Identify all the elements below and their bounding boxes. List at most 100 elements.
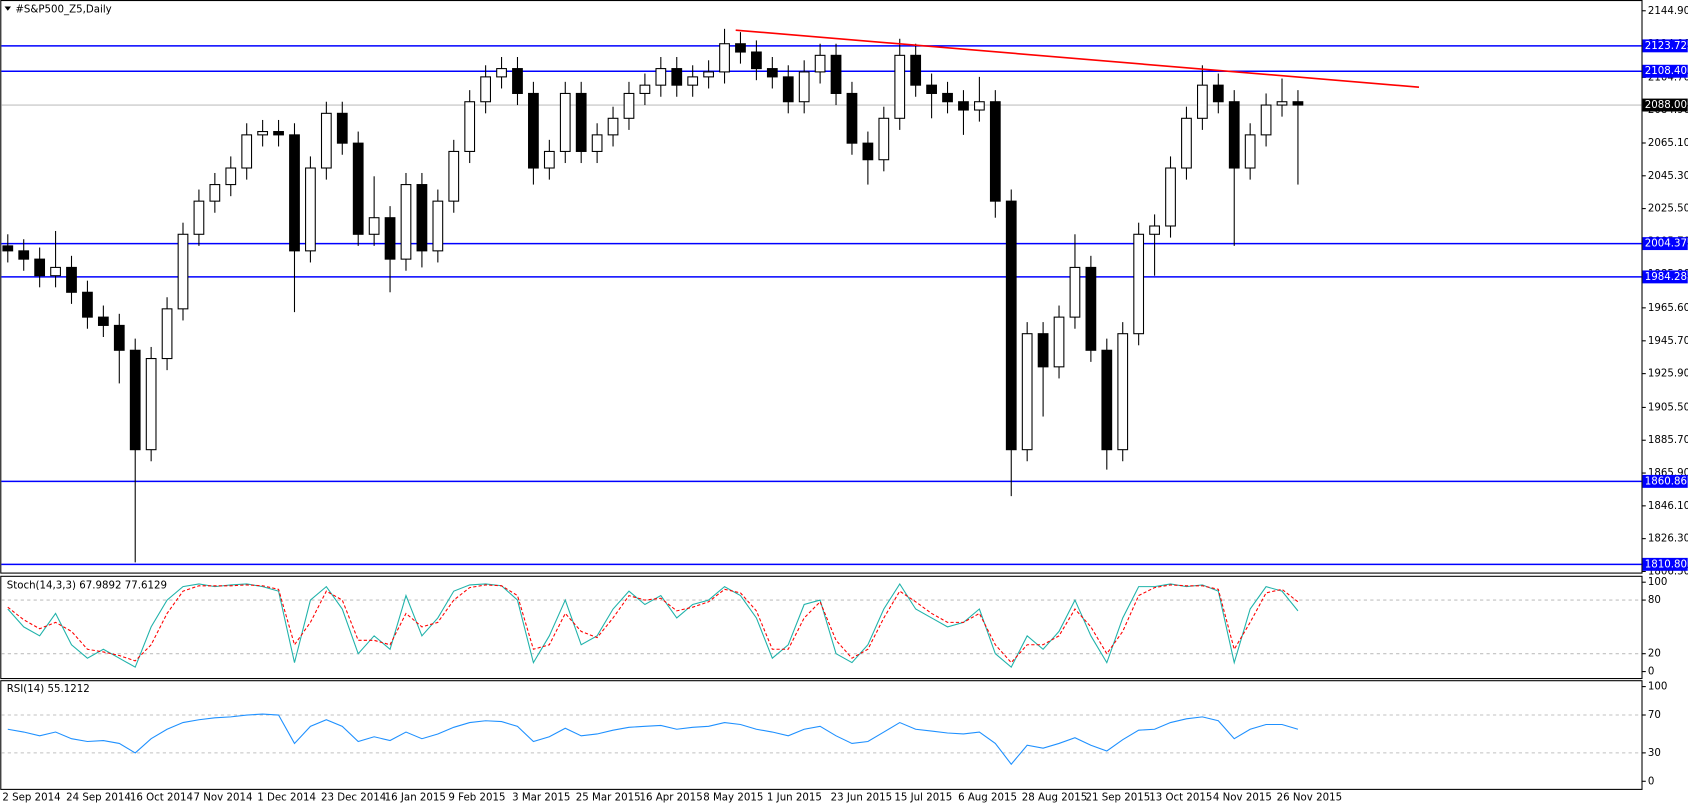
level-tag [1642, 98, 1688, 112]
candle-body [639, 84, 651, 94]
candle-body [384, 217, 396, 260]
series-line [7, 713, 1299, 766]
candle-body [257, 131, 269, 136]
candle-body [1069, 266, 1081, 318]
x-tick-label: 1 Jun 2015 [767, 792, 822, 803]
rsi-panel [0, 680, 1643, 790]
candle-body [129, 349, 141, 451]
candle-body [1292, 101, 1304, 106]
x-tick-label: 25 Mar 2015 [576, 792, 641, 803]
x-tick-label: 15 Jul 2015 [894, 792, 952, 803]
candle-body [958, 101, 969, 111]
level-label: 2004.37 [1645, 239, 1687, 250]
candle-body [368, 217, 380, 235]
candle-body [18, 250, 30, 260]
stoch-panel [0, 575, 1643, 680]
candle-body [926, 84, 937, 94]
candle-body [512, 68, 523, 94]
candle-body [623, 92, 635, 119]
level-tag [1642, 557, 1688, 571]
candle-body [942, 92, 953, 103]
x-tick-label: 4 Nov 2015 [1213, 792, 1272, 803]
y-tick-label: 100 [1648, 682, 1668, 693]
candle-body [480, 76, 492, 103]
candle-body [1181, 117, 1192, 169]
candle-body [320, 112, 332, 169]
main-panel [0, 0, 1643, 574]
candle-body [687, 76, 699, 86]
candle-body [719, 43, 730, 73]
candle-body [1117, 333, 1129, 451]
x-tick-label: 7 Nov 2014 [194, 792, 253, 803]
candle-body [735, 43, 746, 53]
candle-body [1085, 266, 1097, 351]
candle-body [1165, 167, 1176, 227]
level-label: 2108.40 [1645, 66, 1687, 77]
y-tick-label: 2025.50 [1648, 204, 1688, 215]
x-tick-label: 16 Apr 2015 [640, 792, 703, 803]
candle-body [1005, 200, 1017, 451]
x-tick-label: 16 Oct 2014 [130, 792, 193, 803]
x-tick-label: 6 Aug 2015 [958, 792, 1017, 803]
y-tick-label: 2065.10 [1648, 138, 1688, 149]
candle-body [273, 131, 284, 136]
level-label: 1984.28 [1645, 272, 1687, 283]
x-tick-label: 26 Nov 2015 [1277, 792, 1342, 803]
level-label: 1810.80 [1645, 559, 1687, 570]
candle-body [82, 291, 93, 318]
candle-body [878, 117, 890, 161]
candle-body [591, 134, 603, 152]
menu-arrow[interactable] [4, 6, 12, 11]
x-tick-label: 23 Dec 2014 [321, 792, 386, 803]
candle-body [352, 142, 364, 235]
candle-body [543, 150, 555, 169]
x-tick-label: 13 Oct 2015 [1149, 792, 1212, 803]
level-tag [1642, 64, 1688, 78]
candle-body [1021, 333, 1033, 451]
candle-body [416, 184, 428, 252]
level-tag [1642, 39, 1688, 53]
level-label: 1860.86 [1645, 476, 1687, 487]
y-tick-label: 1846.10 [1648, 501, 1688, 512]
x-tick-label: 2 Sep 2014 [2, 792, 60, 803]
x-tick-label: 16 Jan 2015 [385, 792, 446, 803]
y-tick-label: 2104.70 [1648, 72, 1688, 83]
y-tick-label: 1865.90 [1648, 468, 1688, 479]
candle-body [145, 358, 157, 451]
candle-body [209, 184, 221, 202]
candle-body [974, 101, 985, 111]
candle-body [910, 54, 922, 86]
candle-body [448, 150, 460, 202]
chart-title: #S&P500_Z5,Daily [15, 5, 111, 16]
candle-body [862, 142, 874, 161]
candle-body [289, 134, 300, 252]
candle-body [400, 184, 412, 260]
y-tick-label: 20 [1648, 649, 1661, 660]
candle-body [496, 68, 507, 78]
y-tick-label: 1806.50 [1648, 566, 1688, 577]
candle-body [1244, 134, 1256, 169]
y-tick-label: 1925.90 [1648, 369, 1688, 380]
candle-body [846, 92, 858, 144]
candle-body [193, 200, 205, 235]
x-tick-label: 24 Sep 2014 [66, 792, 131, 803]
candle-body [305, 167, 316, 252]
candle-body [34, 258, 46, 277]
y-tick-label: 1965.60 [1648, 303, 1688, 314]
y-tick-label: 1945.70 [1648, 336, 1688, 347]
candle-body [432, 200, 444, 252]
y-tick-label: 1905.50 [1648, 402, 1688, 413]
candle-body [1228, 101, 1240, 169]
candle-body [671, 68, 683, 86]
candle-body [225, 167, 237, 186]
candle-body [559, 92, 571, 152]
candle-body [1053, 316, 1065, 368]
y-tick-label: 80 [1648, 595, 1661, 606]
x-tick-label: 21 Sep 2015 [1086, 792, 1151, 803]
candle-body [1260, 104, 1272, 136]
candle-body [830, 54, 842, 94]
candle-body [241, 134, 253, 169]
